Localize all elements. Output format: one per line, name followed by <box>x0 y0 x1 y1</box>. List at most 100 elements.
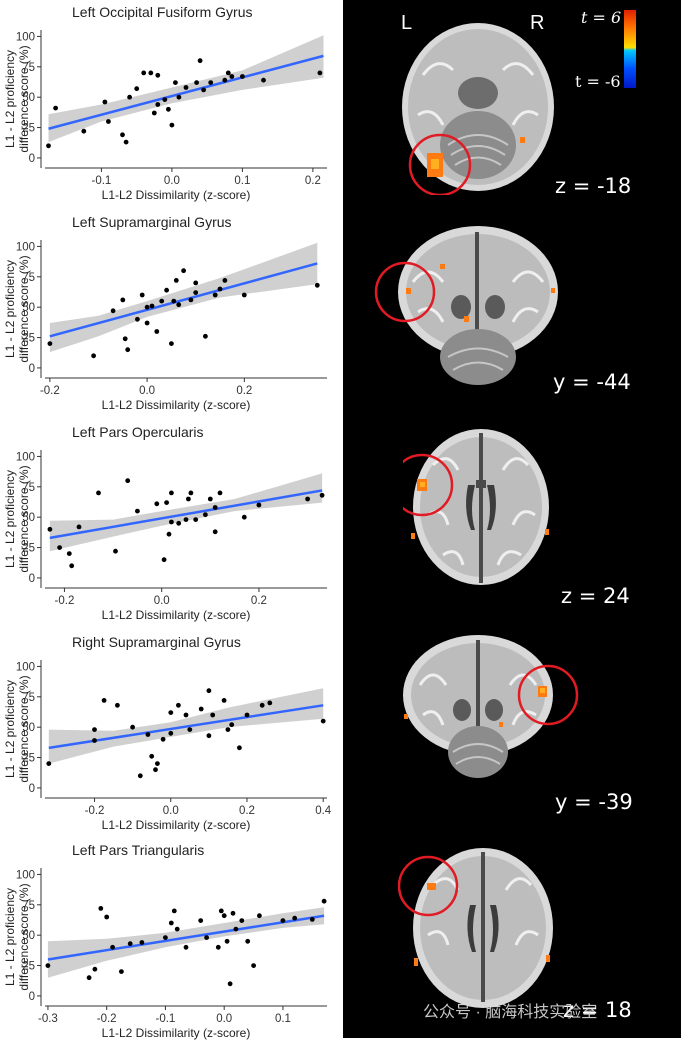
data-point <box>169 341 174 346</box>
data-point <box>206 733 212 739</box>
y-tick-label: 75 <box>22 272 35 284</box>
data-point <box>139 940 145 945</box>
data-point <box>208 80 214 85</box>
data-point <box>123 139 129 145</box>
data-point <box>168 710 174 715</box>
data-point <box>212 529 218 535</box>
data-point <box>206 688 212 694</box>
data-point <box>47 341 53 346</box>
y-tick-label: 75 <box>22 482 35 494</box>
data-point <box>305 496 310 502</box>
data-point <box>102 99 108 105</box>
data-point <box>134 86 140 92</box>
y-tick-label: 100 <box>16 661 35 673</box>
x-tick-label: -0.2 <box>40 385 60 397</box>
data-point <box>230 910 236 916</box>
y-tick-label: 0 <box>29 153 35 165</box>
data-point <box>149 303 155 309</box>
colorbar-max-label: t = 6 <box>581 8 622 27</box>
y-axis-label: L1 - L2 proficiency <box>3 50 17 148</box>
y-tick-label: 25 <box>22 961 35 973</box>
data-point <box>120 297 126 303</box>
x-tick-label: 0.0 <box>154 595 170 607</box>
y-axis-label: difference score (%) <box>17 465 31 572</box>
watermark: 公众号 · 脑海科技实验室 <box>423 1004 598 1021</box>
data-point <box>47 526 53 532</box>
scatter-panel: Right Supramarginal Gyrus 0 25 50 75 100 -0.2 0… <box>0 634 343 834</box>
x-tick-label: 0.1 <box>275 1013 291 1025</box>
data-point <box>193 517 199 522</box>
roi-circle <box>408 133 472 195</box>
x-tick-label: 0.0 <box>216 1013 232 1025</box>
y-tick-label: 50 <box>22 722 35 734</box>
right-hemisphere-label: R <box>530 12 545 34</box>
data-point <box>155 72 161 78</box>
data-point <box>160 736 166 742</box>
data-point <box>241 514 247 520</box>
scatter-panel: Left Supramarginal Gyrus 0 25 50 75 100 -0.2 0.… <box>0 214 343 414</box>
data-point <box>153 767 158 773</box>
data-point <box>135 508 140 514</box>
data-point <box>240 74 245 79</box>
regression-line <box>48 704 324 750</box>
x-axis-label: L1-L2 Dissimilarity (z-score) <box>102 188 251 202</box>
data-point <box>259 702 265 708</box>
data-point <box>257 913 262 919</box>
data-point <box>176 302 182 308</box>
data-point <box>212 292 218 298</box>
colorbar-min-label: t = -6 <box>575 72 621 91</box>
data-point <box>145 732 151 737</box>
data-point <box>53 105 58 111</box>
data-point <box>106 119 111 124</box>
x-tick-label: -0.1 <box>156 1013 176 1025</box>
data-point <box>321 898 327 904</box>
data-point <box>319 492 325 498</box>
data-point <box>164 500 170 505</box>
scatter-panel: Left Occipital Fusiform Gyrus 0 25 50 75 100 -… <box>0 4 343 204</box>
data-point <box>203 512 208 518</box>
y-tick-label: 25 <box>22 123 35 135</box>
data-point <box>46 143 51 149</box>
y-axis-label: L1 - L2 proficiency <box>3 888 17 986</box>
roi-circle <box>398 855 459 917</box>
data-point <box>309 917 315 922</box>
data-point <box>183 85 189 90</box>
data-point <box>154 501 160 507</box>
y-axis-label: L1 - L2 proficiency <box>3 260 17 358</box>
y-axis-label: difference score (%) <box>17 883 31 990</box>
data-point <box>227 981 233 987</box>
colorbar-gradient <box>624 10 636 88</box>
data-point <box>120 132 125 138</box>
data-point <box>267 700 273 706</box>
data-point <box>155 102 161 107</box>
y-axis-label: difference score (%) <box>17 255 31 362</box>
data-point <box>149 753 155 759</box>
data-point <box>241 292 247 298</box>
data-point <box>188 490 194 496</box>
y-tick-label: 50 <box>22 92 35 104</box>
data-point <box>166 531 172 537</box>
data-point <box>207 496 213 502</box>
data-point <box>193 290 199 295</box>
data-point <box>135 316 140 322</box>
scatter-panels-column: Left Occipital Fusiform Gyrus 0 25 50 75 100 -… <box>0 4 343 1040</box>
brain-slice-axial-z-24 <box>403 429 549 585</box>
x-tick-label: -0.1 <box>91 175 111 187</box>
data-point <box>164 287 170 293</box>
scatter-plot: 0 25 50 75 100 -0.3 -0.2 -0.1 0.0 0.1 L1-L2 Dissim… <box>3 868 327 1040</box>
slice-label-5: z = 18 <box>563 998 632 1022</box>
data-point <box>69 563 75 569</box>
data-point <box>57 545 62 550</box>
chart-title: Left Occipital Fusiform Gyrus <box>72 4 253 20</box>
data-point <box>98 906 104 911</box>
data-point <box>130 724 136 730</box>
data-point <box>176 94 182 100</box>
scatter-panel: Left Pars Triangularis 0 25 50 75 100 -0.3 -0.2… <box>0 842 343 1042</box>
data-point <box>45 963 51 968</box>
scatter-plot: 0 25 50 75 100 -0.2 0.0 0.2 0.4 L1-L2 Dissimilari… <box>3 660 332 832</box>
data-point <box>76 524 82 530</box>
data-point <box>237 745 242 751</box>
data-point <box>151 110 157 116</box>
data-point <box>173 80 178 85</box>
y-tick-label: 50 <box>22 512 35 524</box>
